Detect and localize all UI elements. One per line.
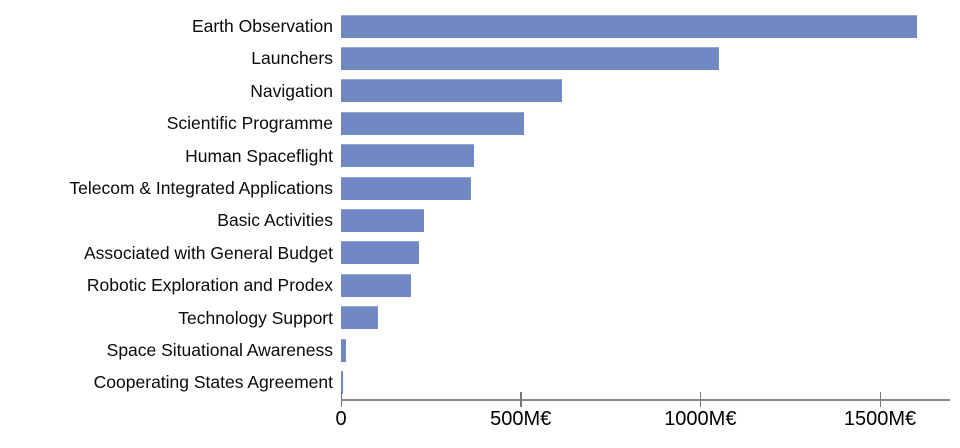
category-label: Launchers [251,48,333,69]
bar-row: Robotic Exploration and Prodex [0,273,960,297]
bar-row: Navigation [0,79,960,103]
bar-row: Basic Activities [0,208,960,232]
bar-row: Human Spaceflight [0,144,960,168]
bar-row: Telecom & Integrated Applications [0,176,960,200]
bar [341,144,474,168]
bar-row: Cooperating States Agreement [0,370,960,394]
category-label: Cooperating States Agreement [93,372,333,393]
category-label: Navigation [250,80,333,101]
x-axis-line [341,399,950,401]
bar [341,306,378,330]
tick-label: 1500M€ [843,408,917,430]
bar-row: Space Situational Awareness [0,338,960,362]
category-label: Basic Activities [217,210,333,231]
category-label: Robotic Exploration and Prodex [86,275,333,296]
bar [341,208,425,232]
tick-mark [520,392,522,407]
bar [341,111,524,135]
bar [341,79,562,103]
tick-mark [699,392,702,407]
tick-mark [340,392,342,407]
bar [341,370,343,394]
tick-label: 0 [335,408,347,430]
bar-row: Scientific Programme [0,111,960,135]
tick-label: 1000M€ [664,408,737,430]
bar-row: Launchers [0,46,960,70]
category-label: Telecom & Integrated Applications [69,178,333,198]
tick-label: 500M€ [490,408,552,430]
bar [341,273,411,297]
category-label: Space Situational Awareness [106,340,333,360]
category-label: Technology Support [178,307,333,328]
bar-row: Associated with General Budget [0,241,960,265]
bar [341,176,472,200]
category-label: Human Spaceflight [185,145,333,166]
bar [341,241,420,265]
bar-row: Technology Support [0,306,960,330]
category-label: Scientific Programme [166,113,333,134]
category-label: Earth Observation [191,16,333,36]
bar-row: Earth Observation [0,14,960,38]
tick-mark [879,392,881,407]
bar [341,46,720,70]
bar [341,338,347,362]
bar [341,14,918,38]
category-label: Associated with General Budget [83,242,333,263]
